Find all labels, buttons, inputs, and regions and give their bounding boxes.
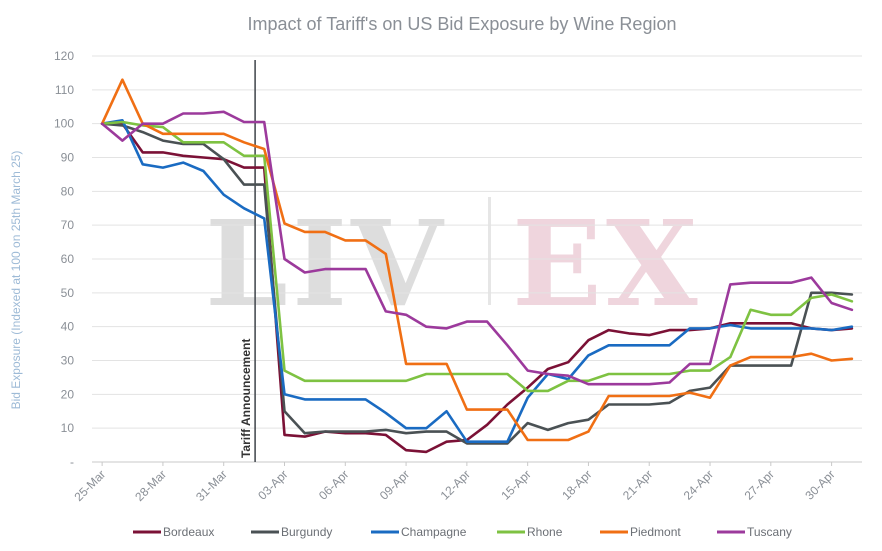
y-tick-label: 110 [55,83,74,97]
y-tick-label: - [70,455,74,469]
y-tick-label: 30 [61,354,75,368]
chart-title: Impact of Tariff's on US Bid Exposure by… [248,14,677,34]
legend-label-tuscany: Tuscany [747,525,792,539]
tariff-announcement-label: Tariff Announcement [239,339,253,458]
y-axis: - 10 20 30 40 50 60 70 80 90 100 110 120 [54,49,74,469]
svg-text:EX: EX [512,194,702,333]
y-tick-label: 90 [61,151,75,165]
y-axis-label: Bid Exposure (Indexed at 100 on 25th Mar… [9,151,23,410]
series-lines [100,78,854,454]
legend-label-champagne: Champagne [401,525,467,539]
y-tick-label: 100 [54,117,74,131]
legend-label-rhone: Rhone [527,525,563,539]
svg-text:LIV: LIV [205,194,447,333]
series-line-tuscany [100,110,854,386]
series-line-rhone [100,120,854,393]
liv-ex-watermark: LIV EX [205,194,702,333]
y-tick-label: 70 [61,218,75,232]
y-tick-label: 20 [61,387,75,401]
legend-label-piedmont: Piedmont [630,525,681,539]
series-line-piedmont [100,78,854,442]
y-tick-label: 60 [61,252,75,266]
y-tick-label: 120 [54,49,74,63]
y-tick-label: 50 [61,286,75,300]
series-line-champagne [100,119,854,444]
legend-label-bordeaux: Bordeaux [163,525,214,539]
legend-label-burgundy: Burgundy [281,525,332,539]
legend: Bordeaux Burgundy Champagne Rhone Piedmont Tu… [133,525,792,539]
y-tick-label: 40 [61,320,75,334]
y-tick-label: 80 [61,184,75,198]
series-line-bordeaux [100,122,854,454]
y-tick-label: 10 [61,421,75,435]
